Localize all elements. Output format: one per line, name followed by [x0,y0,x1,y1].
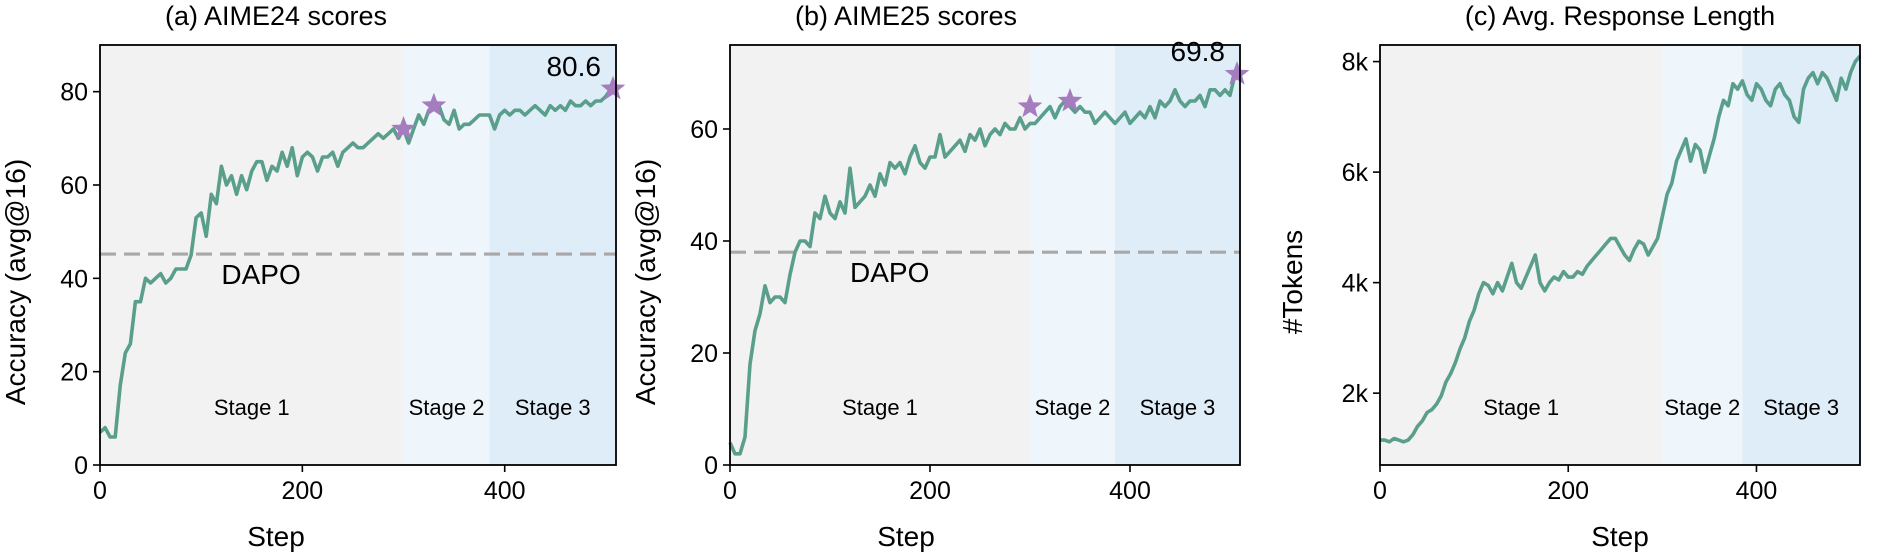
y-tick-label: 6k [1342,159,1369,187]
x-tick-label: 0 [723,477,737,505]
final-score-label: 80.6 [546,51,601,82]
star-marker-1 [391,116,416,140]
stage-1-label: Stage 1 [842,395,918,420]
stage-2-label: Stage 2 [1035,395,1111,420]
x-tick-label: 200 [281,477,323,505]
series-line-0 [728,72,1242,456]
panel-aime25: (b) AIME25 scores Step Accuracy (avg@16)… [630,1,1250,552]
y-tick-label: 40 [690,228,718,256]
x-tick-label: 200 [909,477,951,505]
y-axis-label: Accuracy (avg@16) [630,159,661,405]
x-tick-label: 400 [1109,477,1151,505]
x-tick-label: 400 [1736,477,1778,505]
final-score-label: 69.8 [1171,36,1226,67]
y-tick-label: 80 [60,79,88,107]
stage-3-label: Stage 3 [1763,395,1839,420]
series-line-0 [1380,54,1862,444]
star-marker-2 [1057,88,1083,112]
y-axis-label: Accuracy (avg@16) [0,159,31,405]
y-tick-label: 4k [1342,270,1369,298]
y-tick-label: 40 [60,265,88,293]
y-tick-label: 8k [1342,49,1369,77]
star-marker-1 [1017,93,1043,118]
stage-2-band [1662,45,1743,465]
chart-title: (c) Avg. Response Length [1465,1,1775,31]
stage-2-label: Stage 2 [409,395,485,420]
dapo-reference-label: DAPO [850,257,929,288]
y-tick-label: 0 [74,452,88,480]
panel-aime24: (a) AIME24 scores Step Accuracy (avg@16)… [0,1,626,552]
star-marker-2 [421,92,447,117]
y-tick-label: 0 [704,452,718,480]
axes-frame [99,44,617,466]
stage-1-label: Stage 1 [1483,395,1559,420]
stage-2-label: Stage 2 [1664,395,1740,420]
y-axis-label: #Tokens [1277,230,1308,334]
stage-1-label: Stage 1 [214,395,290,420]
x-tick-label: 0 [1373,477,1387,505]
x-axis-label: Step [1591,521,1649,552]
y-tick-label: 60 [690,116,718,144]
y-tick-label: 60 [60,172,88,200]
axes-frame [729,44,1241,466]
chart-title: (a) AIME24 scores [165,1,387,31]
series-line-0 [98,87,617,439]
x-axis-label: Step [877,521,935,552]
x-tick-label: 0 [93,477,107,505]
stage-1-band [730,45,1030,465]
y-tick-label: 20 [60,359,88,387]
axes-frame [1379,44,1861,466]
star-marker-3 [1224,61,1250,85]
x-tick-label: 200 [1547,477,1589,505]
stage-3-label: Stage 3 [515,395,591,420]
y-tick-label: 2k [1342,380,1369,408]
y-tick-label: 20 [690,340,718,368]
stage-3-label: Stage 3 [1140,395,1216,420]
chart-title: (b) AIME25 scores [795,1,1017,31]
x-tick-label: 400 [484,477,526,505]
panel-response-length: (c) Avg. Response Length Step #Tokens St… [1277,1,1862,552]
dapo-reference-label: DAPO [221,259,300,290]
star-marker-3 [600,75,626,100]
x-axis-label: Step [247,521,305,552]
stage-1-band [1380,45,1663,465]
